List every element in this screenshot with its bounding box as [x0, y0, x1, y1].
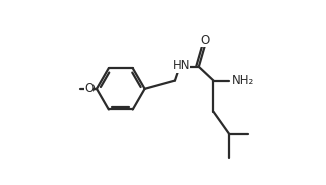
Text: O: O [84, 82, 93, 95]
Text: NH₂: NH₂ [232, 74, 254, 87]
Text: O: O [86, 84, 95, 94]
Text: HN: HN [172, 59, 190, 72]
Text: O: O [200, 34, 210, 47]
